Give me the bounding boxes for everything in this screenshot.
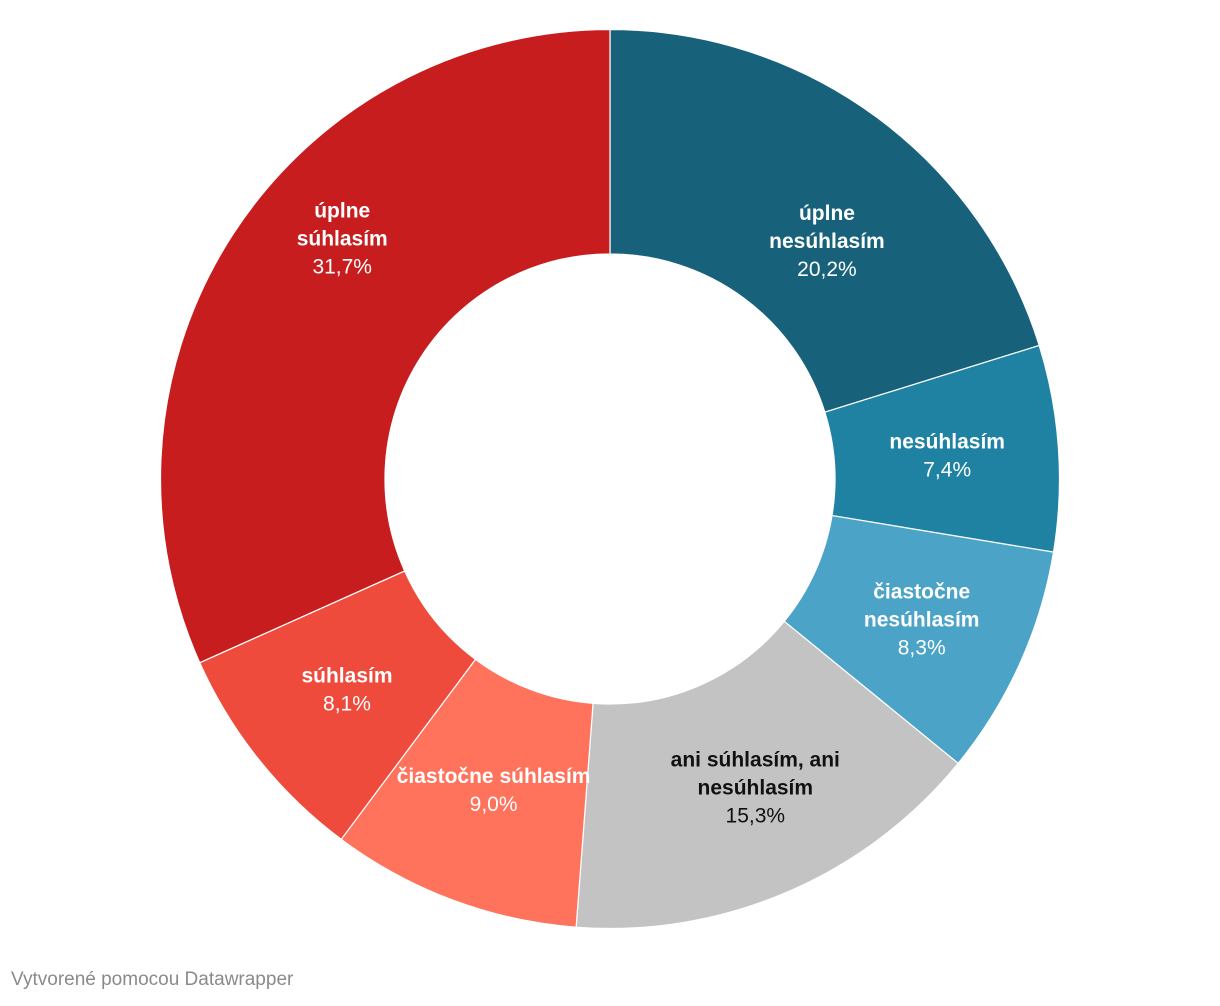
slice-name-text: ani súhlasím, ani bbox=[671, 748, 840, 771]
slice-name-text: súhlasím bbox=[297, 227, 388, 250]
slice-value-text: 7,4% bbox=[923, 459, 971, 482]
slice-value-text: 15,3% bbox=[726, 804, 786, 827]
slice-name-text: nesúhlasím bbox=[769, 230, 885, 253]
datawrapper-credit[interactable]: Vytvorené pomocou Datawrapper bbox=[11, 969, 294, 990]
slice-value-text: 9,0% bbox=[470, 793, 518, 816]
slice-uplne-suhlasim[interactable] bbox=[159, 28, 611, 664]
slice-name-text: čiastočne bbox=[873, 581, 970, 604]
slices-layer bbox=[159, 28, 1061, 930]
slice-name-text: súhlasím bbox=[301, 665, 392, 688]
slice-name-text: nesúhlasím bbox=[889, 431, 1005, 454]
slice-label-ani-suhlasim-ani-nesuhlasim: ani súhlasím, ani nesúhlasím 15,3% bbox=[671, 748, 840, 827]
slice-label-ciastocne-suhlasim: čiastočne súhlasím 9,0% bbox=[397, 765, 591, 816]
slice-label-uplne-suhlasim: úplne súhlasím 31,7% bbox=[297, 199, 388, 278]
slice-ani-suhlasim-ani-nesuhlasim[interactable] bbox=[575, 620, 959, 930]
slice-value-text: 20,2% bbox=[797, 258, 857, 281]
slice-uplne-nesuhlasim[interactable] bbox=[609, 28, 1040, 413]
slice-name-text: úplne bbox=[314, 199, 370, 222]
slice-name-text: nesúhlasím bbox=[698, 776, 814, 799]
slice-label-suhlasim: súhlasím 8,1% bbox=[301, 665, 392, 716]
slice-value-text: 8,1% bbox=[323, 693, 371, 716]
slice-name-text: čiastočne súhlasím bbox=[397, 765, 591, 788]
slice-value-text: 31,7% bbox=[312, 255, 372, 278]
slice-name-text: nesúhlasím bbox=[864, 609, 980, 632]
slice-name-text: úplne bbox=[799, 202, 855, 225]
labels-layer: úplne nesúhlasím 20,2% nesúhlasím 7,4% čiasto… bbox=[297, 199, 1005, 827]
slice-value-text: 8,3% bbox=[898, 637, 946, 660]
slice-label-nesuhlasim: nesúhlasím 7,4% bbox=[889, 431, 1005, 482]
slice-label-ciastocne-nesuhlasim: čiastočne nesúhlasím 8,3% bbox=[864, 581, 980, 660]
slice-label-uplne-nesuhlasim: úplne nesúhlasím 20,2% bbox=[769, 202, 885, 281]
